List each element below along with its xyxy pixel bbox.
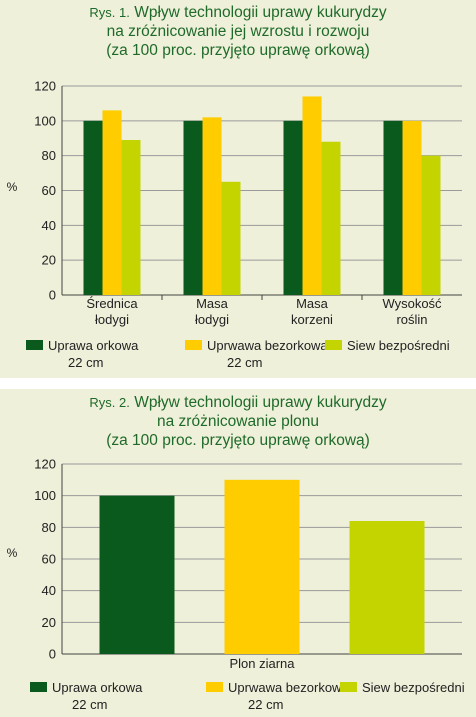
y-tick-label: 120 — [34, 457, 56, 472]
y-tick-label: 20 — [42, 615, 56, 630]
y-tick-label: 60 — [42, 183, 56, 198]
y-tick-label: 20 — [42, 253, 56, 268]
legend-label-line: Uprwawa bezorkowa — [207, 338, 328, 353]
y-tick-label: 120 — [34, 79, 56, 94]
title-line: Rys. 2. Wpływ technologii uprawy kukuryd… — [0, 393, 476, 412]
y-tick-label: 100 — [34, 113, 56, 128]
x-tick-label: Masa — [296, 296, 329, 311]
legend-label: Uprawa orkowa 22 cm — [48, 337, 138, 371]
bar-chart-1: 020406080100120%ŚrednicałodygiMasałodygi… — [7, 79, 462, 327]
figure-number: Rys. 1. — [89, 5, 130, 20]
bar — [402, 120, 422, 295]
x-tick-label: Wysokość — [382, 296, 442, 311]
legend-label-line: 22 cm — [68, 355, 104, 370]
bar — [349, 521, 425, 654]
title-text: Wpływ technologii uprawy kukurydzy — [134, 4, 387, 21]
legend-swatch — [340, 682, 357, 692]
legend-swatch — [26, 340, 43, 350]
y-tick-label: 40 — [42, 583, 56, 598]
y-axis-label: % — [7, 546, 18, 560]
y-axis-label: % — [7, 180, 18, 194]
legend-swatch — [185, 340, 202, 350]
bar — [183, 120, 203, 295]
bar — [421, 155, 441, 295]
legend-label-line: Uprawa orkowa — [52, 680, 143, 695]
bar — [121, 139, 141, 295]
legend-label-line: 22 cm — [72, 697, 108, 712]
x-tick-label: łodygi — [95, 312, 129, 327]
bar — [102, 110, 122, 295]
bar-chart-2: 0 20 40 60 80 100 120% Plon ziarna — [7, 457, 462, 671]
x-tick-label: łodygi — [195, 312, 229, 327]
bar — [221, 181, 241, 295]
legend-label: Uprawa orkowa 22 cm — [52, 679, 142, 713]
title-line: (za 100 proc. przyjęto uprawę orkową) — [106, 432, 370, 449]
title-text: Wpływ technologii uprawy kukurydzy — [134, 394, 387, 411]
legend-swatch — [30, 682, 47, 692]
bar — [321, 141, 341, 295]
x-tick-label: korzeni — [291, 312, 333, 327]
legend-label-line: Uprwawa bezorkowa — [228, 680, 349, 695]
legend-label: Siew bezpośredni — [347, 337, 450, 354]
bar — [202, 117, 222, 295]
bar — [99, 495, 175, 654]
x-tick-label: Masa — [196, 296, 229, 311]
legend-label: Uprwawa bezorkowa 22 cm — [207, 337, 328, 371]
chart-title: Rys. 1. Wpływ technologii uprawy kukuryd… — [0, 3, 476, 60]
bar — [283, 120, 303, 295]
legend-label-line: Siew bezpośredni — [362, 680, 465, 695]
title-line: na zróżnicowanie plonu — [157, 413, 319, 430]
y-tick-label: 80 — [42, 148, 56, 163]
bar — [302, 96, 322, 295]
legend-swatch — [206, 682, 223, 692]
x-tick-label: Plon ziarna — [229, 656, 295, 671]
y-tick-label: 100 — [34, 488, 56, 503]
y-tick-label: 0 — [49, 647, 56, 662]
legend-label-line: Siew bezpośredni — [347, 338, 450, 353]
title-line: na zróżnicowanie jej wzrostu i rozwoju — [106, 23, 370, 40]
legend-label-line: 22 cm — [248, 697, 284, 712]
legend-swatch — [325, 340, 342, 350]
bar — [83, 120, 103, 295]
legend-label: Siew bezpośredni — [362, 679, 465, 696]
y-tick-label: 40 — [42, 218, 56, 233]
chart-title: Rys. 2. Wpływ technologii uprawy kukuryd… — [0, 393, 476, 450]
title-line: Rys. 1. Wpływ technologii uprawy kukuryd… — [0, 3, 476, 22]
y-tick-label: 80 — [42, 520, 56, 535]
x-tick-label: roślin — [396, 312, 427, 327]
bar — [383, 120, 403, 295]
y-tick-label: 60 — [42, 552, 56, 567]
x-tick-label: Średnica — [86, 296, 138, 311]
chart-panel-2: Rys. 2. Wpływ technologii uprawy kukuryd… — [0, 389, 476, 717]
title-line: (za 100 proc. przyjęto uprawę orkową) — [106, 42, 370, 59]
bar — [224, 479, 300, 654]
chart-panel-1: Rys. 1. Wpływ technologii uprawy kukuryd… — [0, 0, 476, 378]
figure-number: Rys. 2. — [89, 395, 130, 410]
legend-label: Uprwawa bezorkowa 22 cm — [228, 679, 349, 713]
y-tick-label: 0 — [49, 288, 56, 303]
legend-label-line: Uprawa orkowa — [48, 338, 139, 353]
legend-label-line: 22 cm — [227, 355, 263, 370]
